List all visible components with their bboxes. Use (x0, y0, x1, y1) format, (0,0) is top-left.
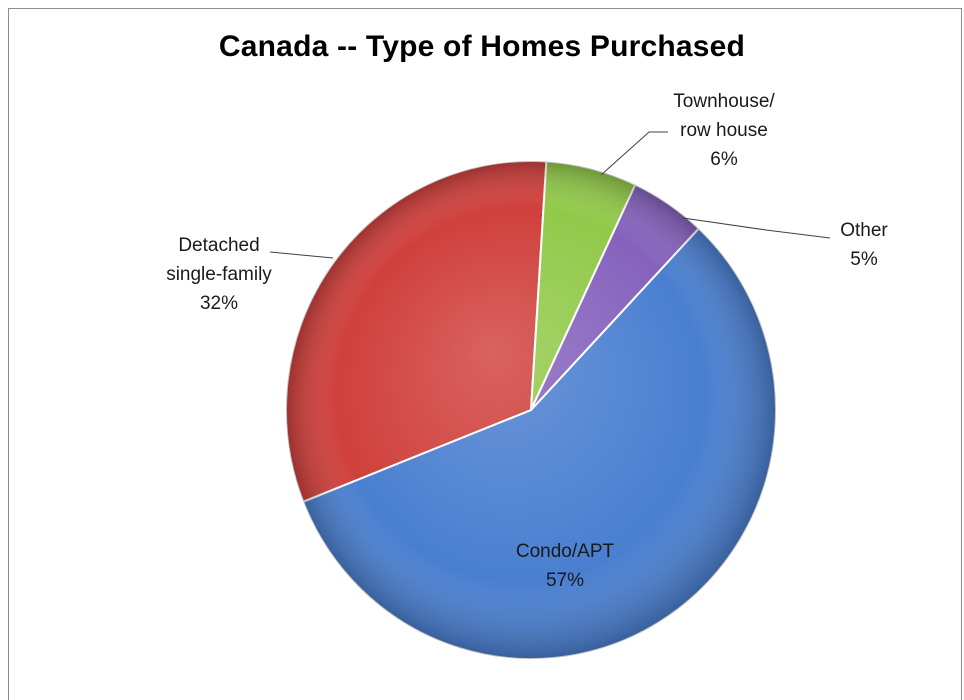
data-label-condo-apt: Condo/APT 57% (516, 541, 615, 591)
data-label-category: single-family (166, 264, 272, 285)
data-label-value: 5% (850, 249, 878, 270)
leader-line-other (682, 217, 831, 239)
data-label-value: 57% (546, 570, 584, 591)
data-label-value: 6% (710, 149, 738, 170)
data-label-townhouse-row-house: Townhouse/row house 6% (673, 91, 775, 170)
leader-line-townhouse-row-house (600, 131, 668, 176)
leader-line-detached-single-family (269, 251, 334, 259)
data-label-category: Condo/APT (516, 541, 615, 562)
data-label-category: Other (840, 220, 888, 241)
chart-title: Canada -- Type of Homes Purchased (218, 30, 746, 63)
data-label-category: Townhouse/ (673, 91, 775, 112)
data-label-detached-single-family: Detached single-family 32% (166, 235, 272, 314)
data-label-category: row house (680, 120, 768, 141)
data-label-category: Detached (178, 235, 259, 256)
data-label-value: 32% (200, 293, 238, 314)
data-label-other: Other 5% (840, 220, 888, 270)
